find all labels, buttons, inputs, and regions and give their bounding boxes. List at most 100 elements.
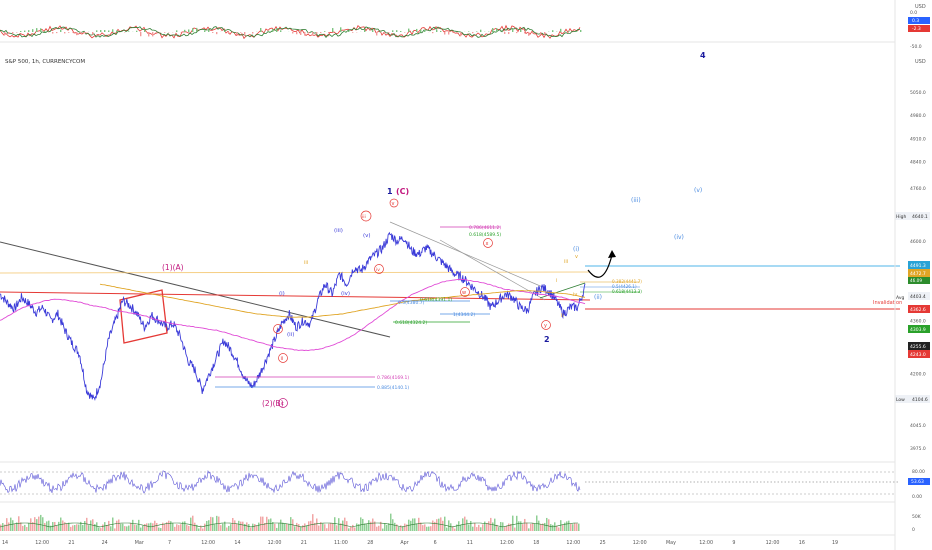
osc-hist-bar xyxy=(112,29,114,32)
price-tick-9: 4360.0 xyxy=(910,319,926,325)
osc-hist-bar xyxy=(456,32,458,34)
osc-hist-bar xyxy=(176,30,178,32)
osc-val-2: -2.3 xyxy=(912,26,921,32)
volume-bar xyxy=(20,522,22,531)
osc-hist-bar xyxy=(244,32,246,36)
volume-bar xyxy=(228,525,230,531)
wave-small-ii: (ii) xyxy=(287,332,294,338)
badge-p5: 4303.9 xyxy=(910,327,926,333)
volume-bar xyxy=(138,519,140,531)
osc-hist-bar xyxy=(504,32,506,34)
wave-iii-circle xyxy=(360,210,372,222)
volume-bar xyxy=(180,524,182,531)
volume-bar xyxy=(466,519,468,531)
volume-bar xyxy=(414,518,416,531)
volume-bar xyxy=(468,524,470,531)
wave-w: w xyxy=(462,290,466,296)
volume-bar xyxy=(366,524,368,531)
osc-hist-bar xyxy=(568,30,570,32)
volume-bar xyxy=(332,523,334,531)
osc-hist-bar xyxy=(480,29,482,32)
time-label-0: 14 xyxy=(2,540,8,546)
volume-bar xyxy=(286,523,288,531)
volume-bar xyxy=(548,519,550,531)
volume-bar xyxy=(172,523,174,531)
osc-hist-bar xyxy=(16,32,18,33)
osc-hist-bar xyxy=(404,32,406,33)
wave-right-iii: (iii) xyxy=(631,197,641,204)
osc-hist-bar xyxy=(348,30,350,32)
osc-hist-bar xyxy=(240,32,242,33)
wave-y: y xyxy=(544,323,547,329)
wave-x-circle xyxy=(483,238,493,248)
volume-bar xyxy=(4,524,6,531)
volume-bar xyxy=(356,523,358,531)
volume-bar xyxy=(220,525,222,531)
osc-hist-bar xyxy=(308,32,310,34)
volume-bar xyxy=(338,518,340,531)
volume-bar xyxy=(550,524,552,531)
volume-bar xyxy=(358,524,360,531)
wave-right-iv: (iv) xyxy=(674,234,684,241)
volume-bar xyxy=(148,523,150,531)
osc-hist-bar xyxy=(68,32,70,33)
volume-bar xyxy=(360,517,362,531)
volume-bar xyxy=(434,521,436,531)
time-label-8: 12:00 xyxy=(268,540,282,546)
volume-bar xyxy=(374,521,376,531)
volume-bar xyxy=(312,514,314,531)
price-tick-14: 3975.0 xyxy=(910,446,926,452)
wave-ii-orange: ii xyxy=(561,313,564,319)
osc-hist-bar xyxy=(184,29,186,32)
price-tick-1: 4980.0 xyxy=(910,113,926,119)
volume-bar xyxy=(80,521,82,531)
volume-bar xyxy=(6,518,8,531)
volume-bar xyxy=(510,523,512,531)
volume-bar xyxy=(76,524,78,531)
volume-ma xyxy=(0,522,578,528)
osc-hist-bar xyxy=(280,30,282,32)
volume-bar xyxy=(364,523,366,531)
volume-bar xyxy=(576,523,578,531)
projection-arrow xyxy=(587,254,613,278)
volume-bar xyxy=(446,527,448,531)
osc-hist-bar xyxy=(540,32,542,34)
osc-hist-bar xyxy=(560,28,562,32)
volume-bar xyxy=(322,523,324,531)
volume-bar xyxy=(538,520,540,531)
volume-bar xyxy=(556,525,558,531)
fib-f4: 0.618(4589.5) xyxy=(469,232,501,238)
osc-hist-bar xyxy=(324,31,326,32)
volume-bar xyxy=(232,517,234,531)
price-tick-13: 4045.0 xyxy=(910,423,926,429)
channel-upper xyxy=(389,221,546,289)
osc-hist-bar xyxy=(4,32,6,36)
price-tick-11: 4200.0 xyxy=(910,371,926,377)
volume-bar xyxy=(70,526,72,531)
time-label-11: 28 xyxy=(367,540,373,546)
wave-i-orange: i xyxy=(556,278,557,284)
wave-c-circle xyxy=(278,398,288,408)
volume-bar xyxy=(244,523,246,531)
osc-hist-bar xyxy=(352,32,354,33)
osc-hist-bar xyxy=(116,30,118,32)
volume-bar xyxy=(300,526,302,531)
time-label-2: 21 xyxy=(68,540,74,546)
osc-hist-bar xyxy=(8,32,10,35)
volume-bar xyxy=(162,522,164,531)
volume-bar xyxy=(438,518,440,531)
volume-bar xyxy=(484,521,486,531)
wave-i-circle xyxy=(273,324,283,334)
volume-bar xyxy=(248,524,250,531)
volume-bar xyxy=(252,523,254,531)
time-label-13: 6 xyxy=(434,540,437,546)
volume-bar xyxy=(224,521,226,531)
volume-bar xyxy=(236,523,238,531)
volume-bar xyxy=(478,524,480,531)
volume-bar xyxy=(470,520,472,531)
volume-bar xyxy=(564,522,566,531)
volume-bar xyxy=(354,527,356,531)
volume-bar xyxy=(276,527,278,531)
volume-bar xyxy=(12,520,14,531)
